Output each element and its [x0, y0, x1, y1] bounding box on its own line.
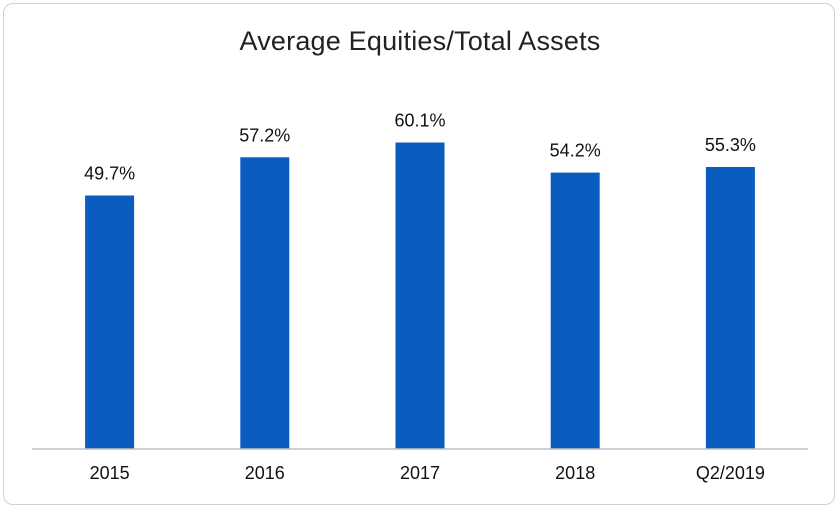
data-label: 55.3%: [705, 135, 756, 155]
labels-layer: 49.7% 57.2% 60.1% 54.2% 55.3%: [84, 111, 756, 184]
x-tick-label: 2017: [400, 463, 440, 483]
bar-2016: [240, 157, 290, 450]
x-tick-label: Q2/2019: [696, 463, 765, 483]
x-tick-label: 2016: [245, 463, 285, 483]
data-label: 49.7%: [84, 164, 135, 184]
bar-2018: [550, 172, 600, 449]
chart-title: Average Equities/Total Assets: [239, 26, 601, 56]
bar-2015: [85, 195, 135, 449]
ticks-layer: 2015 2016 2017 2018 Q2/2019: [90, 463, 765, 483]
data-label: 60.1%: [394, 111, 445, 131]
x-tick-label: 2018: [555, 463, 595, 483]
bar-q2-2019: [705, 167, 755, 449]
bars-layer: [85, 142, 755, 450]
x-tick-label: 2015: [90, 463, 130, 483]
data-label: 54.2%: [550, 141, 601, 161]
bar-2017: [395, 142, 445, 449]
data-label: 57.2%: [239, 125, 290, 145]
